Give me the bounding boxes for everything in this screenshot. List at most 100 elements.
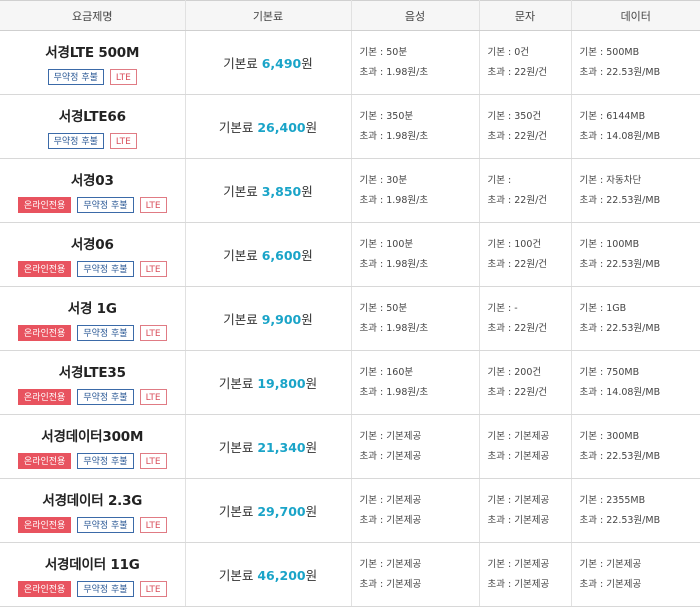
data-excess: 초과 : 22.53원/MB bbox=[580, 319, 700, 339]
info-label: 초과 : bbox=[487, 450, 515, 462]
plan-name[interactable]: 서경데이터 11G bbox=[44, 556, 140, 573]
voice-excess: 초과 : 1.98원/초 bbox=[360, 63, 479, 83]
online-only-badge[interactable]: 온라인전용 bbox=[17, 260, 72, 277]
info-value: 기본제공 bbox=[386, 450, 422, 462]
sms-excess: 초과 : 기본제공 bbox=[488, 575, 571, 595]
info-value: 1GB bbox=[606, 302, 627, 314]
info-label: 초과 : bbox=[579, 578, 607, 590]
info-value: 기본제공 bbox=[606, 558, 642, 570]
info-label: 기본 : bbox=[579, 46, 607, 58]
plan-name[interactable]: 서경LTE 500M bbox=[45, 44, 140, 61]
lte-badge[interactable]: LTE bbox=[109, 132, 137, 149]
plan-name-cell: 서경LTE 500M 무약정 후불 LTE bbox=[0, 30, 186, 95]
table-row[interactable]: 서경06 온라인전용 무약정 후불 LTE 기본료 6,600원 기본 : 100분 초과 … bbox=[0, 222, 700, 287]
online-only-badge[interactable]: 온라인전용 bbox=[17, 452, 72, 469]
plan-name[interactable]: 서경06 bbox=[70, 236, 114, 253]
online-only-badge[interactable]: 온라인전용 bbox=[17, 388, 72, 405]
lte-badge[interactable]: LTE bbox=[139, 388, 167, 405]
no-contract-postpaid-badge[interactable]: 무약정 후불 bbox=[47, 132, 104, 149]
no-contract-postpaid-badge[interactable]: 무약정 후불 bbox=[77, 196, 134, 213]
plan-name[interactable]: 서경LTE35 bbox=[58, 364, 126, 381]
info-value: 22.53원/MB bbox=[606, 66, 661, 78]
table-row[interactable]: 서경LTE 500M 무약정 후불 LTE 기본료 6,490원 기본 : 50분 초과 … bbox=[0, 30, 700, 95]
lte-badge[interactable]: LTE bbox=[139, 260, 167, 277]
info-value: 1.98원/초 bbox=[386, 258, 429, 270]
voice-excess: 초과 : 1.98원/초 bbox=[360, 383, 479, 403]
online-only-badge[interactable]: 온라인전용 bbox=[17, 324, 72, 341]
fee-unit: 원 bbox=[305, 440, 318, 455]
voice-basic: 기본 : 100분 bbox=[360, 235, 479, 255]
info-label: 기본 : bbox=[359, 238, 387, 250]
base-fee-cell: 기본료 19,800원 bbox=[185, 350, 352, 415]
lte-badge[interactable]: LTE bbox=[139, 580, 167, 597]
voice-basic: 기본 : 기본제공 bbox=[360, 555, 479, 575]
plan-name[interactable]: 서경 1G bbox=[67, 300, 117, 317]
voice-cell: 기본 : 기본제공 초과 : 기본제공 bbox=[351, 542, 480, 607]
info-label: 기본 : bbox=[579, 366, 607, 378]
fee-amount: 46,200 bbox=[257, 568, 306, 583]
no-contract-postpaid-badge[interactable]: 무약정 후불 bbox=[77, 388, 134, 405]
info-value: 22.53원/MB bbox=[606, 322, 661, 334]
info-value: 22원/건 bbox=[514, 130, 548, 142]
fee-amount: 6,490 bbox=[261, 56, 302, 71]
data-cell: 기본 : 2355MB 초과 : 22.53원/MB bbox=[571, 478, 700, 543]
lte-badge[interactable]: LTE bbox=[139, 324, 167, 341]
table-row[interactable]: 서경데이터300M 온라인전용 무약정 후불 LTE 기본료 21,340원 기본 : 기… bbox=[0, 414, 700, 479]
fee-unit: 원 bbox=[301, 312, 313, 327]
info-value: 1.98원/초 bbox=[386, 130, 429, 142]
info-label: 초과 : bbox=[359, 322, 387, 334]
table-row[interactable]: 서경03 온라인전용 무약정 후불 LTE 기본료 3,850원 기본 : 30분 초과 :… bbox=[0, 158, 700, 223]
info-label: 초과 : bbox=[579, 514, 607, 526]
table-row[interactable]: 서경데이터 2.3G 온라인전용 무약정 후불 LTE 기본료 29,700원 기본 : … bbox=[0, 478, 700, 543]
voice-excess: 초과 : 기본제공 bbox=[360, 447, 479, 467]
info-label: 초과 : bbox=[579, 386, 607, 398]
info-label: 기본 : bbox=[487, 430, 515, 442]
info-value: - bbox=[514, 302, 518, 314]
lte-badge[interactable]: LTE bbox=[139, 196, 167, 213]
table-row[interactable]: 서경LTE35 온라인전용 무약정 후불 LTE 기본료 19,800원 기본 : 160… bbox=[0, 350, 700, 415]
table-row[interactable]: 서경 1G 온라인전용 무약정 후불 LTE 기본료 9,900원 기본 : 50분 초과 … bbox=[0, 286, 700, 351]
data-cell: 기본 : 100MB 초과 : 22.53원/MB bbox=[571, 222, 700, 287]
lte-badge[interactable]: LTE bbox=[139, 452, 167, 469]
info-label: 기본 : bbox=[487, 302, 515, 314]
info-value: 30분 bbox=[386, 174, 408, 186]
no-contract-postpaid-badge[interactable]: 무약정 후불 bbox=[77, 580, 134, 597]
no-contract-postpaid-badge[interactable]: 무약정 후불 bbox=[77, 324, 134, 341]
online-only-badge[interactable]: 온라인전용 bbox=[17, 196, 72, 213]
plan-badges: 무약정 후불 LTE bbox=[0, 68, 185, 85]
online-only-badge[interactable]: 온라인전용 bbox=[17, 580, 72, 597]
data-cell: 기본 : 300MB 초과 : 22.53원/MB bbox=[571, 414, 700, 479]
no-contract-postpaid-badge[interactable]: 무약정 후불 bbox=[77, 452, 134, 469]
lte-badge[interactable]: LTE bbox=[109, 68, 137, 85]
plan-name[interactable]: 서경LTE66 bbox=[58, 108, 126, 125]
plan-name[interactable]: 서경데이터 2.3G bbox=[42, 492, 143, 509]
info-label: 기본 : bbox=[487, 238, 515, 250]
sms-basic: 기본 : - bbox=[488, 299, 571, 319]
info-value: 22원/건 bbox=[514, 66, 548, 78]
lte-badge[interactable]: LTE bbox=[139, 516, 167, 533]
voice-cell: 기본 : 100분 초과 : 1.98원/초 bbox=[351, 222, 480, 287]
info-label: 기본 : bbox=[579, 430, 607, 442]
plan-name[interactable]: 서경데이터300M bbox=[41, 428, 144, 445]
fee-unit: 원 bbox=[301, 248, 313, 263]
data-excess: 초과 : 22.53원/MB bbox=[580, 255, 700, 275]
info-label: 기본 : bbox=[579, 302, 607, 314]
data-basic: 기본 : 500MB bbox=[580, 43, 700, 63]
voice-basic: 기본 : 50분 bbox=[360, 299, 479, 319]
no-contract-postpaid-badge[interactable]: 무약정 후불 bbox=[77, 260, 134, 277]
sms-basic: 기본 : 350건 bbox=[488, 107, 571, 127]
data-excess: 초과 : 14.08원/MB bbox=[580, 127, 700, 147]
data-basic: 기본 : 자동차단 bbox=[580, 171, 700, 191]
info-label: 기본 : bbox=[487, 558, 515, 570]
no-contract-postpaid-badge[interactable]: 무약정 후불 bbox=[47, 68, 104, 85]
info-label: 기본 : bbox=[487, 174, 512, 186]
info-value: 1.98원/초 bbox=[386, 386, 429, 398]
info-value: 기본제공 bbox=[386, 430, 422, 442]
no-contract-postpaid-badge[interactable]: 무약정 후불 bbox=[77, 516, 134, 533]
info-label: 기본 : bbox=[487, 366, 515, 378]
plan-name[interactable]: 서경03 bbox=[70, 172, 114, 189]
table-row[interactable]: 서경데이터 11G 온라인전용 무약정 후불 LTE 기본료 46,200원 기본 : 기… bbox=[0, 542, 700, 607]
info-value: 14.08원/MB bbox=[606, 130, 661, 142]
online-only-badge[interactable]: 온라인전용 bbox=[17, 516, 72, 533]
table-row[interactable]: 서경LTE66 무약정 후불 LTE 기본료 26,400원 기본 : 350분 초과 :… bbox=[0, 94, 700, 159]
